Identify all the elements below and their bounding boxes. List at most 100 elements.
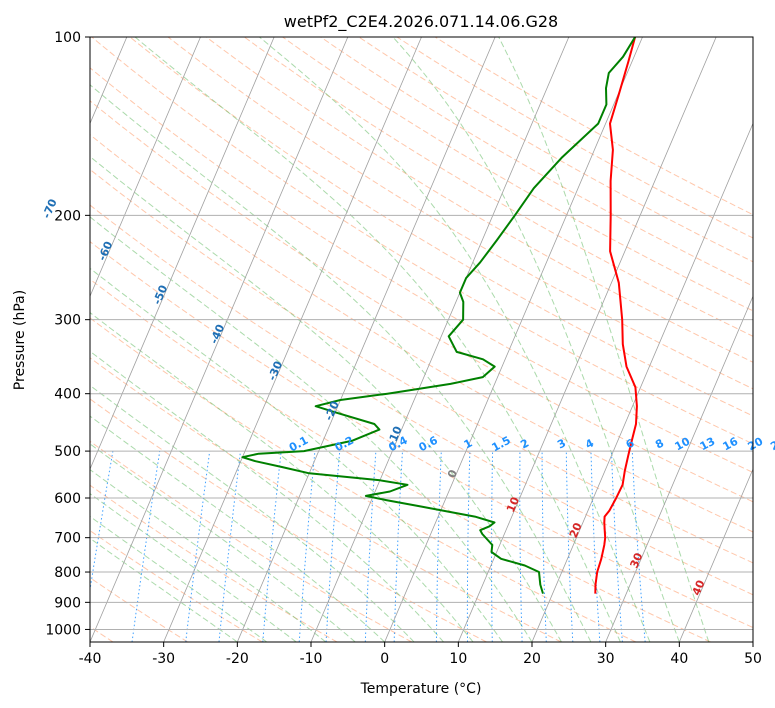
isotherm-line	[384, 37, 643, 642]
mixing-ratio-label: 20	[746, 435, 766, 454]
y-tick-label: 700	[54, 531, 81, 547]
isotherm-line	[310, 37, 570, 642]
moist-adiabat-line	[90, 515, 268, 642]
dry-adiabat-line	[90, 241, 753, 629]
mixing-ratio-line	[466, 451, 471, 642]
isotherm-line	[163, 37, 422, 642]
y-tick-label: 600	[54, 491, 81, 507]
mixing-ratio-line	[131, 451, 161, 642]
mixing-ratio-label: 4	[583, 436, 596, 451]
dry-adiabat-line	[90, 529, 263, 642]
x-tick-label: 40	[670, 651, 688, 667]
dry-adiabat-line	[282, 37, 753, 312]
dry-adiabat-line	[90, 317, 637, 642]
isotherm-line	[678, 468, 753, 642]
moist-adiabat-line	[90, 493, 297, 642]
dry-adiabat-line	[90, 398, 487, 642]
mixing-ratio-line	[435, 451, 442, 642]
dry-adiabat-line	[90, 357, 562, 642]
x-tick-label: -10	[300, 651, 323, 667]
isotherm-line	[236, 37, 496, 642]
plot-frame	[89, 36, 754, 643]
mixing-ratio-line	[218, 451, 241, 642]
dry-adiabat-line	[320, 37, 753, 287]
moist-adiabat-line	[90, 350, 444, 642]
moist-adiabat-line	[90, 468, 327, 642]
dry-adiabat-line	[434, 37, 753, 216]
background-line-labels: -100-90-80-70-60-50-40-30-20-10010203040…	[0, 163, 775, 597]
isotherm-label: 30	[628, 551, 646, 570]
background-lines	[90, 37, 753, 642]
moist-adiabat-line	[90, 267, 503, 642]
moist-adiabat-line	[90, 155, 562, 642]
moist-adiabat-line	[90, 84, 592, 642]
dry-adiabat-line	[90, 134, 753, 533]
dry-adiabat-line	[90, 204, 753, 596]
y-tick-label: 400	[54, 387, 81, 403]
moist-adiabat-line	[498, 37, 710, 642]
moist-adiabat-line	[259, 37, 651, 642]
mixing-ratio-line	[90, 451, 114, 593]
dry-adiabat-line	[205, 37, 753, 363]
mixing-ratio-line	[565, 451, 574, 642]
dry-adiabat-line	[91, 37, 753, 445]
x-tick-label: -20	[226, 651, 249, 667]
y-tick-label: 100	[54, 30, 81, 46]
moist-adiabat-line	[134, 37, 621, 642]
mixing-ratio-line	[590, 451, 601, 642]
dry-adiabat-line	[90, 67, 753, 474]
x-axis-label: Temperature (°C)	[360, 681, 482, 697]
y-axis-label: Pressure (hPa)	[12, 290, 28, 390]
dry-adiabat-line	[358, 37, 753, 263]
x-tick-label: -40	[79, 651, 102, 667]
mixing-ratio-line	[519, 451, 523, 642]
x-tick-label: 0	[380, 651, 389, 667]
mixing-ratio-line	[262, 451, 282, 642]
mixing-ratio-label: 2	[518, 436, 531, 451]
dry-adiabat-line	[396, 37, 753, 239]
dry-adiabat-line	[90, 440, 413, 642]
isotherm-line	[90, 37, 349, 642]
mixing-ratio-label: 13	[698, 435, 718, 454]
dry-adiabat-line	[90, 168, 753, 564]
dry-adiabat-line	[90, 100, 753, 503]
isotherm-line	[90, 37, 275, 471]
y-tick-label: 1000	[45, 622, 81, 638]
x-tick-label: 20	[523, 651, 541, 667]
x-tick-label: 30	[597, 651, 615, 667]
x-tick-label: -30	[152, 651, 175, 667]
y-axis-ticks: 100 200 300 400 500 600 700 800 900 1000	[45, 30, 90, 638]
mixing-ratio-line	[393, 451, 403, 642]
isotherm-line	[531, 122, 753, 642]
dry-adiabat-line	[244, 37, 753, 337]
temperature-profile-line	[594, 37, 638, 594]
mixing-ratio-line	[185, 451, 211, 642]
isotherm-line	[90, 37, 201, 298]
mixing-ratio-line	[631, 451, 646, 642]
x-axis-ticks: -40 -30 -20 -10 0 10 20 30 40 50	[79, 642, 762, 667]
moist-adiabat-line	[90, 216, 533, 642]
dry-adiabat-line	[167, 37, 753, 390]
dry-adiabat-line	[90, 577, 188, 642]
dry-adiabat-line	[90, 484, 338, 642]
x-tick-label: 10	[449, 651, 467, 667]
dewpoint-profile-line	[241, 37, 636, 594]
y-tick-label: 800	[54, 565, 81, 581]
mixing-ratio-line	[298, 451, 316, 642]
isotherm-label: 40	[690, 578, 708, 597]
isotherm-line	[605, 295, 753, 642]
moist-adiabat-line	[90, 537, 238, 642]
y-tick-label: 500	[54, 444, 81, 460]
mixing-ratio-label: 10	[673, 435, 693, 454]
isotherm-label: 20	[567, 520, 585, 539]
mixing-ratio-label: 8	[653, 436, 666, 451]
mixing-ratio-line	[325, 451, 341, 642]
y-tick-label: 900	[54, 595, 81, 611]
isotherm-line	[752, 640, 753, 642]
isotherm-line	[457, 37, 717, 642]
y-tick-label: 200	[54, 208, 81, 224]
isotherm-label: -80	[0, 163, 1, 187]
mixing-ratio-label: 25	[768, 435, 775, 454]
data-series	[241, 37, 638, 594]
